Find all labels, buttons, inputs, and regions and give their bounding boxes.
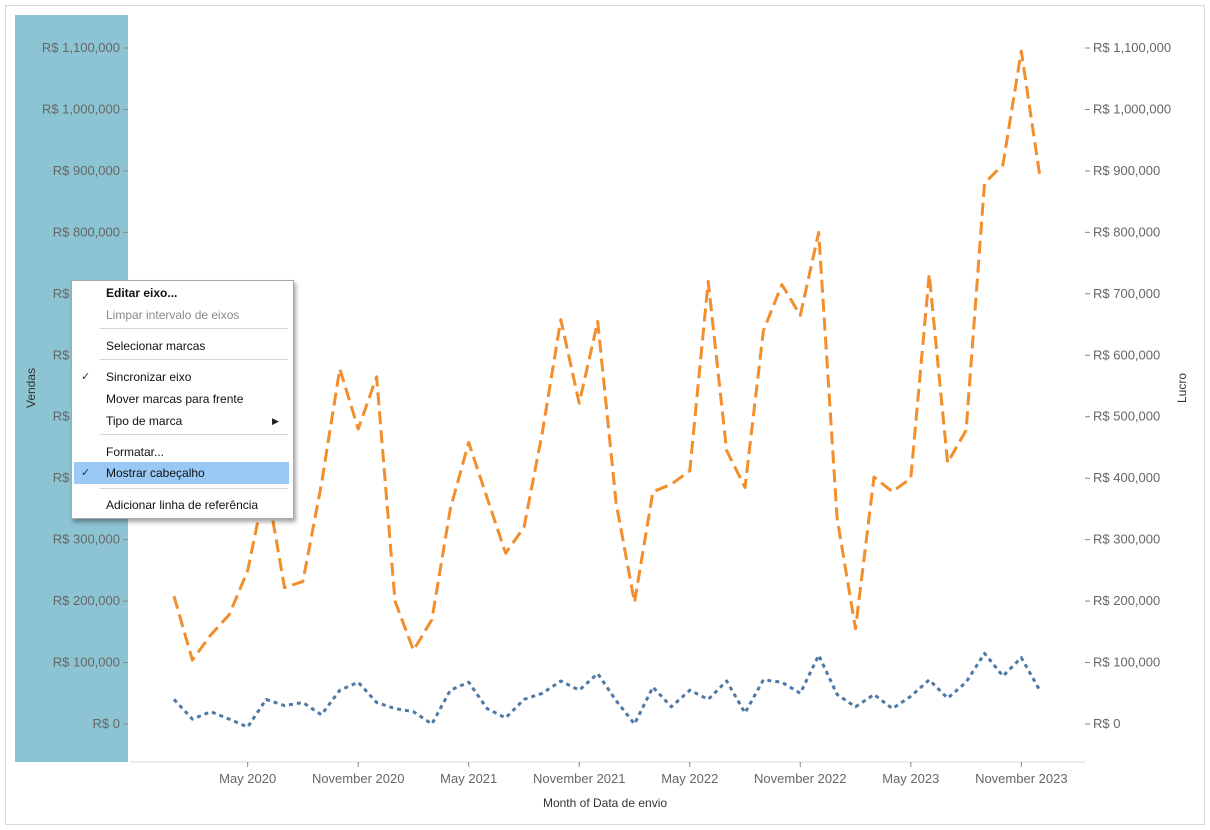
x-axis-tick-label: May 2022 <box>661 771 718 786</box>
menu-item-limpar-intervalo: Limpar intervalo de eixos <box>106 308 240 322</box>
x-axis-tick-label: November 2023 <box>975 771 1068 786</box>
x-axis-tick-label: May 2023 <box>882 771 939 786</box>
right-axis-tick-label: R$ 1,000,000 <box>1093 101 1171 116</box>
menu-item-editar-eixo[interactable]: Editar eixo... <box>106 286 178 300</box>
x-axis-tick-label: November 2022 <box>754 771 847 786</box>
lucro-series-line[interactable] <box>172 651 1042 729</box>
right-axis-tick-label: R$ 0 <box>1093 716 1120 731</box>
left-axis-tick-label: R$ 1,000,000 <box>42 101 120 116</box>
right-axis-tick-label: R$ 400,000 <box>1093 470 1160 485</box>
left-axis-tick-label: R$ 200,000 <box>53 593 120 608</box>
menu-separator <box>100 328 288 329</box>
left-axis-tick-label: R$ 300,000 <box>53 532 120 547</box>
x-axis-tick-label: November 2021 <box>533 771 626 786</box>
menu-item-mostrar-cabecalho[interactable]: ✓ Mostrar cabeçalho <box>74 462 289 484</box>
left-axis-tick-label: R$ 0 <box>93 716 120 731</box>
right-axis[interactable]: R$ 1,100,000 R$ 1,000,000 R$ 900,000 R$ 800… <box>1085 40 1171 731</box>
menu-item-formatar[interactable]: Formatar... <box>106 445 165 459</box>
menu-separator <box>100 434 288 435</box>
x-axis-title: Month of Data de envio <box>543 796 667 810</box>
menu-separator <box>100 488 288 489</box>
right-axis-tick-label: R$ 900,000 <box>1093 163 1160 178</box>
x-axis-tick-label: May 2020 <box>219 771 276 786</box>
left-axis-tick-label: R$ 100,000 <box>53 655 120 670</box>
menu-item-mover-marcas[interactable]: Mover marcas para frente <box>106 392 244 406</box>
axis-context-menu: Editar eixo... Limpar intervalo de eixos… <box>71 280 294 519</box>
right-axis-tick-label: R$ 800,000 <box>1093 224 1160 239</box>
left-axis-tick-label: R$ 900,000 <box>53 163 120 178</box>
menu-item-sincronizar-eixo[interactable]: ✓ Sincronizar eixo <box>72 367 293 387</box>
check-icon: ✓ <box>81 467 91 479</box>
check-icon: ✓ <box>81 371 91 383</box>
right-axis-tick-label: R$ 700,000 <box>1093 286 1160 301</box>
left-axis-title: Vendas <box>24 368 38 408</box>
right-axis-tick-label: R$ 600,000 <box>1093 347 1160 362</box>
left-axis-tick-label: R$ 1,100,000 <box>42 40 120 55</box>
right-axis-tick-label: R$ 500,000 <box>1093 409 1160 424</box>
right-axis-tick-label: R$ 100,000 <box>1093 655 1160 670</box>
menu-item-tipo-de-marca[interactable]: Tipo de marca ▶ <box>72 411 293 431</box>
x-axis[interactable]: May 2020 November 2020 May 2021 November 20… <box>130 761 1085 786</box>
x-axis-tick-label: May 2021 <box>440 771 497 786</box>
right-axis-title: Lucro <box>1175 373 1189 403</box>
menu-item-selecionar-marcas[interactable]: Selecionar marcas <box>106 339 206 353</box>
menu-item-adicionar-linha-referencia[interactable]: Adicionar linha de referência <box>106 498 259 512</box>
left-axis-tick-label: R$ 800,000 <box>53 224 120 239</box>
right-axis-tick-label: R$ 300,000 <box>1093 532 1160 547</box>
x-axis-tick-label: November 2020 <box>312 771 405 786</box>
right-axis-tick-label: R$ 200,000 <box>1093 593 1160 608</box>
submenu-arrow-icon: ▶ <box>272 416 279 426</box>
vendas-series-line[interactable] <box>172 49 1042 662</box>
menu-separator <box>100 359 288 360</box>
right-axis-tick-label: R$ 1,100,000 <box>1093 40 1171 55</box>
left-axis[interactable]: R$ 1,100,000 R$ 1,000,000 R$ 900,000 R$ 800… <box>42 40 128 731</box>
